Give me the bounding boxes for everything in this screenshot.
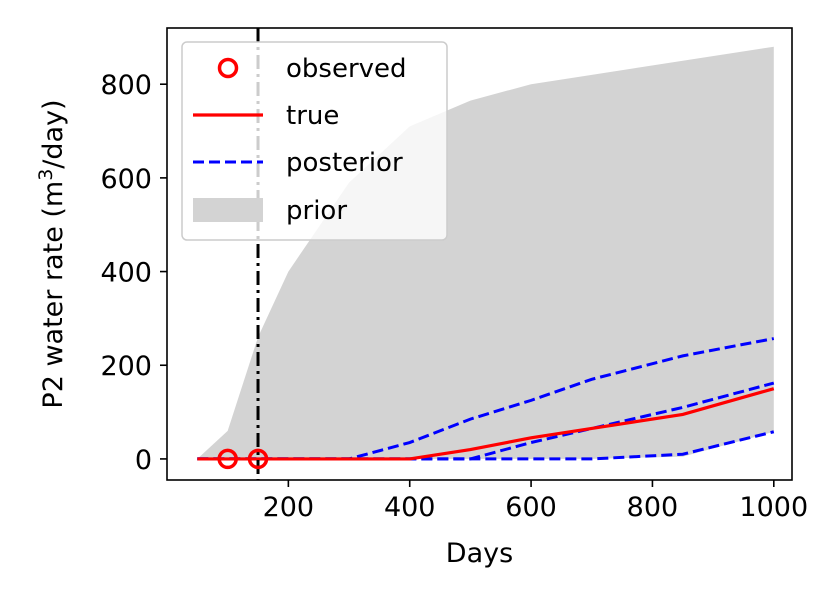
y-tick-label: 200 bbox=[100, 351, 152, 382]
y-axis-title-main: P2 water rate (m bbox=[38, 181, 69, 409]
legend-label-prior: prior bbox=[286, 196, 347, 226]
y-axis-title: P2 water rate (m3/day) bbox=[35, 99, 69, 408]
legend-label-posterior: posterior bbox=[286, 148, 403, 178]
legend-label-observed: observed bbox=[286, 54, 407, 84]
y-tick-label: 800 bbox=[100, 70, 152, 101]
y-tick-label: 600 bbox=[100, 164, 152, 195]
legend: observed true posterior prior bbox=[181, 41, 448, 241]
true-line bbox=[197, 387, 775, 461]
y-tick-label: 0 bbox=[135, 445, 152, 476]
x-tick-label: 200 bbox=[263, 492, 315, 523]
posterior-line-3 bbox=[197, 430, 775, 461]
axes: 200 400 600 800 1000 0 200 400 600 800 bbox=[100, 27, 808, 523]
legend-label-true: true bbox=[286, 101, 339, 131]
x-tick-label: 1000 bbox=[739, 492, 808, 523]
plot-area bbox=[197, 28, 775, 480]
x-tick-label: 800 bbox=[627, 492, 679, 523]
x-tick-label: 600 bbox=[505, 492, 557, 523]
legend-prior-swatch bbox=[193, 198, 263, 222]
plot-frame bbox=[166, 27, 793, 481]
y-axis-title-unit: /day) bbox=[38, 99, 69, 168]
legend-observed-marker bbox=[217, 57, 239, 79]
x-axis-title: Days bbox=[446, 538, 513, 569]
x-tick-label: 400 bbox=[384, 492, 436, 523]
legend-box bbox=[181, 41, 448, 241]
y-tick-label: 400 bbox=[100, 258, 152, 289]
observed-point bbox=[217, 448, 238, 470]
y-axis-title-superscript: 3 bbox=[35, 169, 57, 181]
observed-point bbox=[247, 448, 269, 470]
prior-band bbox=[197, 46, 774, 459]
posterior-line-1 bbox=[197, 337, 775, 461]
